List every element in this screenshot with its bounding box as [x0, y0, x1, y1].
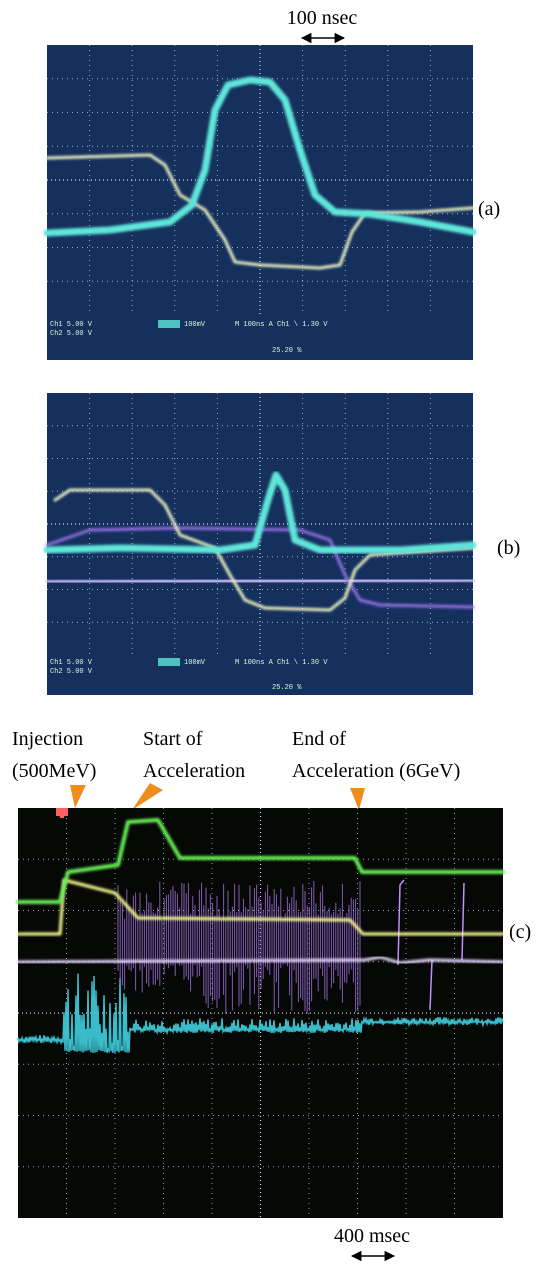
pointer: [132, 783, 163, 810]
trace: [16, 878, 505, 936]
scope-text: 25.20 %: [272, 684, 302, 692]
scope-c: [16, 808, 505, 1218]
trace: [17, 879, 504, 1054]
trace: [43, 471, 477, 554]
annotation: Acceleration (6GeV): [292, 760, 460, 782]
trace: [16, 818, 505, 904]
scope-text: 100mV: [184, 659, 206, 667]
scope-b: Ch1 5.00 V Ch2 5.00 V 100mV M 100ns A Ch…: [43, 393, 477, 695]
screen: [47, 393, 473, 695]
trace: [53, 488, 475, 612]
trace: [397, 879, 465, 1011]
annotation: Injection: [12, 728, 83, 750]
panel-label: (b): [497, 537, 520, 559]
pointer: [350, 788, 365, 810]
trace: [16, 955, 505, 965]
scope-text: Ch1 5.00 V: [50, 659, 93, 667]
trace: [43, 76, 477, 237]
trigger-marker: [56, 808, 68, 818]
scale-label: 100 nsec: [287, 7, 358, 29]
scope-text: M 100ns A Ch1 \ 1.30 V: [235, 321, 328, 329]
ch3-box: [158, 658, 180, 666]
pointer: [70, 785, 86, 808]
scope-text: 25.20 %: [272, 347, 302, 355]
trace: [45, 578, 475, 584]
screen: [47, 45, 473, 360]
scope-a: Ch1 5.00 V Ch2 5.00 V 100mV M 100ns A Ch…: [43, 45, 477, 360]
scope-text: 100mV: [184, 321, 206, 329]
annotation: (500MeV): [12, 760, 96, 782]
ch3-box: [158, 320, 180, 328]
panel-label: (c): [509, 921, 531, 943]
scope-text: Ch2 5.00 V: [50, 330, 93, 338]
scope-text: Ch1 5.00 V: [50, 321, 93, 329]
trace: [17, 973, 504, 1054]
scope-text: M 100ns A Ch1 \ 1.30 V: [235, 659, 328, 667]
trace: [45, 526, 475, 609]
annotation: Start of: [143, 728, 203, 750]
annotation: Acceleration: [143, 760, 245, 782]
annotation: End of: [292, 728, 346, 750]
panel-label: (a): [478, 198, 500, 220]
scale-label: 400 msec: [334, 1225, 410, 1247]
scope-text: Ch2 5.00 V: [50, 668, 93, 676]
